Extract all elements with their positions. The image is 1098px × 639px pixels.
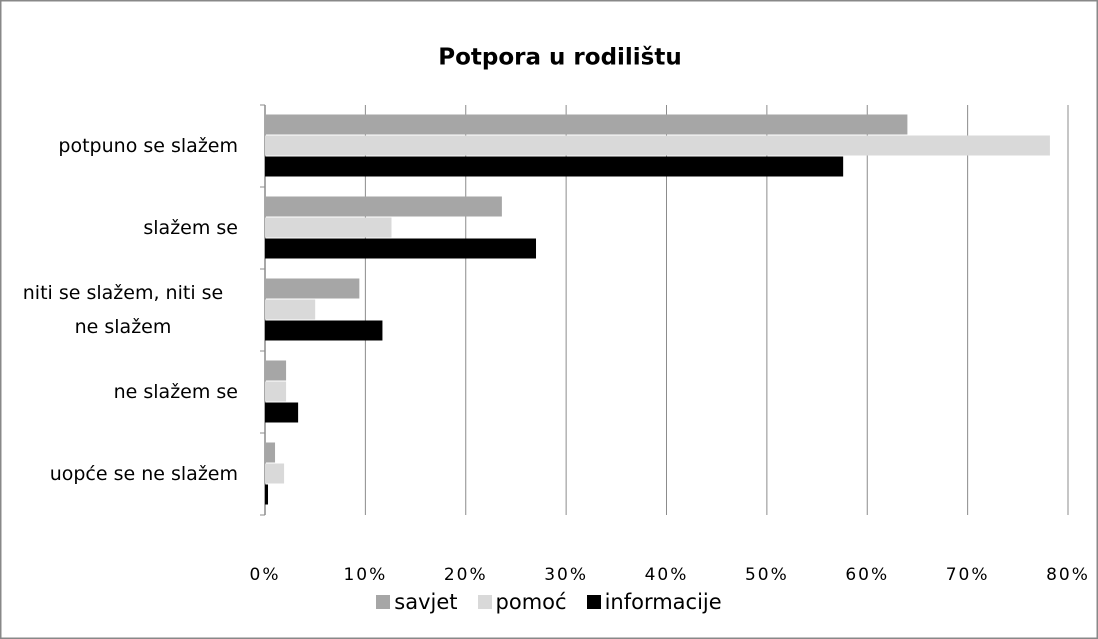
- bar: [265, 402, 299, 423]
- bar: [265, 238, 537, 259]
- legend-item: pomoć: [477, 590, 567, 614]
- legend: savjet pomoć informacije: [0, 590, 1098, 614]
- y-tick-label-box: ne slažem se: [8, 375, 238, 409]
- x-tick-label: 10%: [343, 565, 387, 585]
- bar: [265, 299, 316, 320]
- chart-title: Potpora u rodilištu: [438, 45, 682, 71]
- legend-item: savjet: [376, 590, 458, 614]
- bar: [265, 320, 383, 341]
- x-tick-label: 20%: [444, 565, 488, 585]
- y-tick-label: potpuno se slažem: [58, 135, 238, 157]
- legend-item: informacije: [586, 590, 722, 614]
- bar: [265, 381, 287, 402]
- legend-swatch: [586, 595, 601, 609]
- x-tick-label: 70%: [946, 565, 990, 585]
- bar: [265, 135, 1050, 156]
- bar: [265, 360, 287, 381]
- legend-swatch: [376, 595, 391, 609]
- y-tick-label-box: slažem se: [8, 211, 238, 245]
- bar: [265, 196, 502, 217]
- x-tick-label: 40%: [645, 565, 689, 585]
- y-tick-label-box: potpuno se slažem: [8, 129, 238, 163]
- x-tick-label: 50%: [745, 565, 789, 585]
- legend-label: pomoć: [495, 590, 567, 614]
- x-tick-label: 30%: [544, 565, 588, 585]
- legend-label: savjet: [394, 590, 458, 614]
- y-tick-label: niti se slažem, niti se ne slažem: [22, 282, 224, 338]
- y-tick-label: slažem se: [143, 217, 238, 239]
- legend-label: informacije: [604, 590, 722, 614]
- bar: [265, 156, 844, 177]
- y-tick-label: uopće se ne slažem: [49, 463, 238, 485]
- bar: [265, 442, 276, 463]
- bar: [265, 463, 285, 484]
- x-tick-label: 60%: [845, 565, 889, 585]
- y-tick-label-box: niti se slažem, niti se ne slažem: [8, 276, 238, 344]
- bar: [265, 217, 392, 238]
- bar: [265, 278, 360, 299]
- legend-swatch: [477, 595, 492, 609]
- x-tick-label: 0%: [250, 565, 281, 585]
- y-tick-label-box: uopće se ne slažem: [8, 457, 238, 491]
- y-tick-label: ne slažem se: [113, 381, 238, 403]
- bar: [265, 484, 269, 505]
- x-tick-label: 80%: [1046, 565, 1090, 585]
- bar: [265, 114, 908, 135]
